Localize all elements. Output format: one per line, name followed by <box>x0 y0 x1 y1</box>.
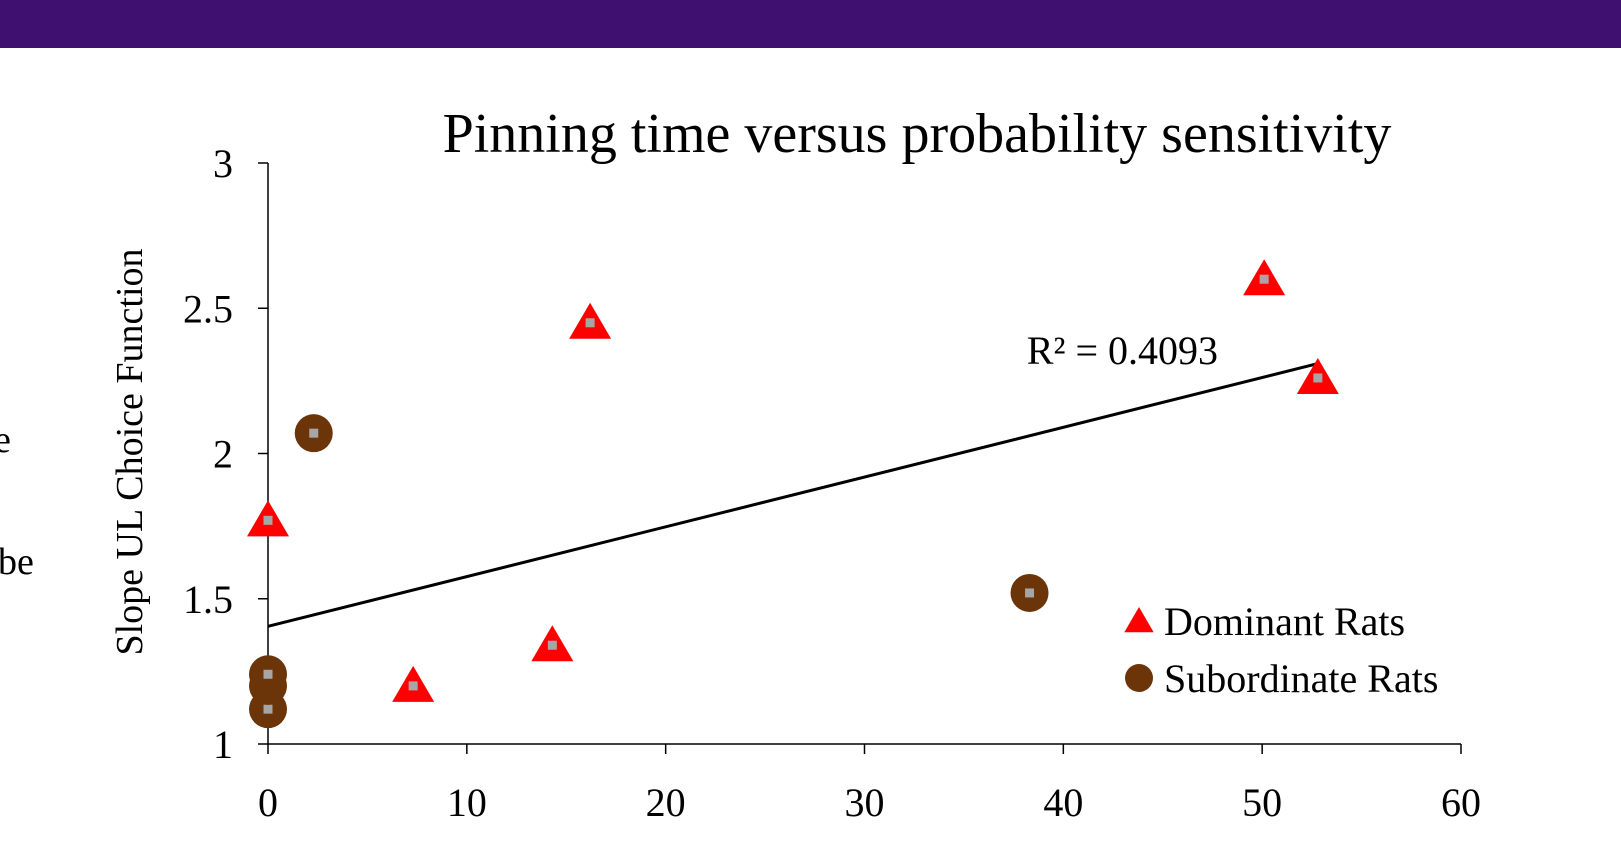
slide-side-text: e be <box>0 0 80 866</box>
x-tick-label: 0 <box>258 780 278 825</box>
legend-circle-icon <box>1125 664 1153 692</box>
legend-label: Dominant Rats <box>1164 599 1405 644</box>
data-points <box>247 259 1339 729</box>
point-center-marker <box>1025 588 1035 598</box>
trendline-line <box>267 362 1319 628</box>
title-banner <box>0 0 1621 48</box>
x-tick-label: 40 <box>1043 780 1083 825</box>
point-center-marker <box>408 681 418 691</box>
y-tick-label: 1.5 <box>183 577 233 622</box>
point-center-marker <box>309 428 319 438</box>
point-center-marker <box>263 669 273 679</box>
x-tick-label: 30 <box>845 780 885 825</box>
y-tick-label: 1 <box>213 722 233 767</box>
chart-title: Pinning time versus probability sensitiv… <box>443 103 1392 165</box>
y-axis-label: Slope UL Choice Function <box>109 248 151 655</box>
x-tick-label: 50 <box>1242 780 1282 825</box>
x-tick-label: 60 <box>1441 780 1481 825</box>
point-center-marker <box>585 318 595 328</box>
point-center-marker <box>1259 274 1269 284</box>
y-tick-label: 2 <box>213 432 233 477</box>
point-center-marker <box>1313 373 1323 383</box>
legend-label: Subordinate Rats <box>1164 656 1438 701</box>
side-text-fragment: be <box>0 541 34 583</box>
trendline <box>267 362 1319 628</box>
r-squared-label: R² = 0.4093 <box>1027 328 1218 373</box>
point-center-marker <box>263 704 273 714</box>
point-center-marker <box>263 515 273 525</box>
y-tick-label: 3 <box>213 141 233 186</box>
x-tick-label: 10 <box>447 780 487 825</box>
legend-triangle-icon <box>1124 607 1154 633</box>
x-tick-label: 20 <box>646 780 686 825</box>
side-text-fragment: e <box>0 419 11 461</box>
axes: 0 10 20 30 40 50 60 1 1.5 2 2.5 3 <box>183 141 1481 825</box>
point-center-marker <box>547 640 557 650</box>
legend: Dominant Rats Subordinate Rats <box>1124 599 1438 701</box>
y-tick-label: 2.5 <box>183 286 233 331</box>
